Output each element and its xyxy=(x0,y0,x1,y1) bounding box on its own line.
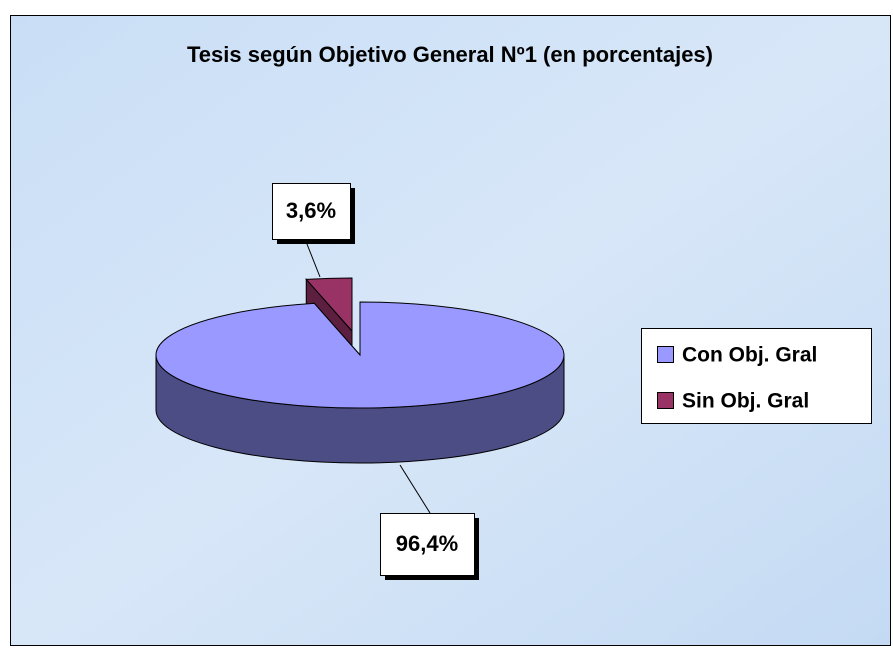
pie xyxy=(155,277,565,464)
legend-swatch xyxy=(657,392,674,409)
data-label: 3,6% xyxy=(286,198,336,223)
legend-box xyxy=(641,328,872,424)
leader-line xyxy=(304,238,321,278)
legend-label: Sin Obj. Gral xyxy=(682,390,809,413)
slice xyxy=(155,301,565,409)
label-box xyxy=(272,183,351,240)
slice xyxy=(305,277,353,333)
data-label: 96,4% xyxy=(396,531,458,556)
legend-label: Con Obj. Gral xyxy=(682,344,817,367)
label-box xyxy=(380,513,475,576)
chart-title: Tesis según Objetivo General Nº1 (en por… xyxy=(187,42,713,67)
labels: 96,4% 3,6% xyxy=(272,183,479,580)
leader-line xyxy=(399,464,431,514)
legend: Con Obj. Gral Sin Obj. Gral xyxy=(641,328,872,424)
legend-swatch xyxy=(657,346,674,363)
